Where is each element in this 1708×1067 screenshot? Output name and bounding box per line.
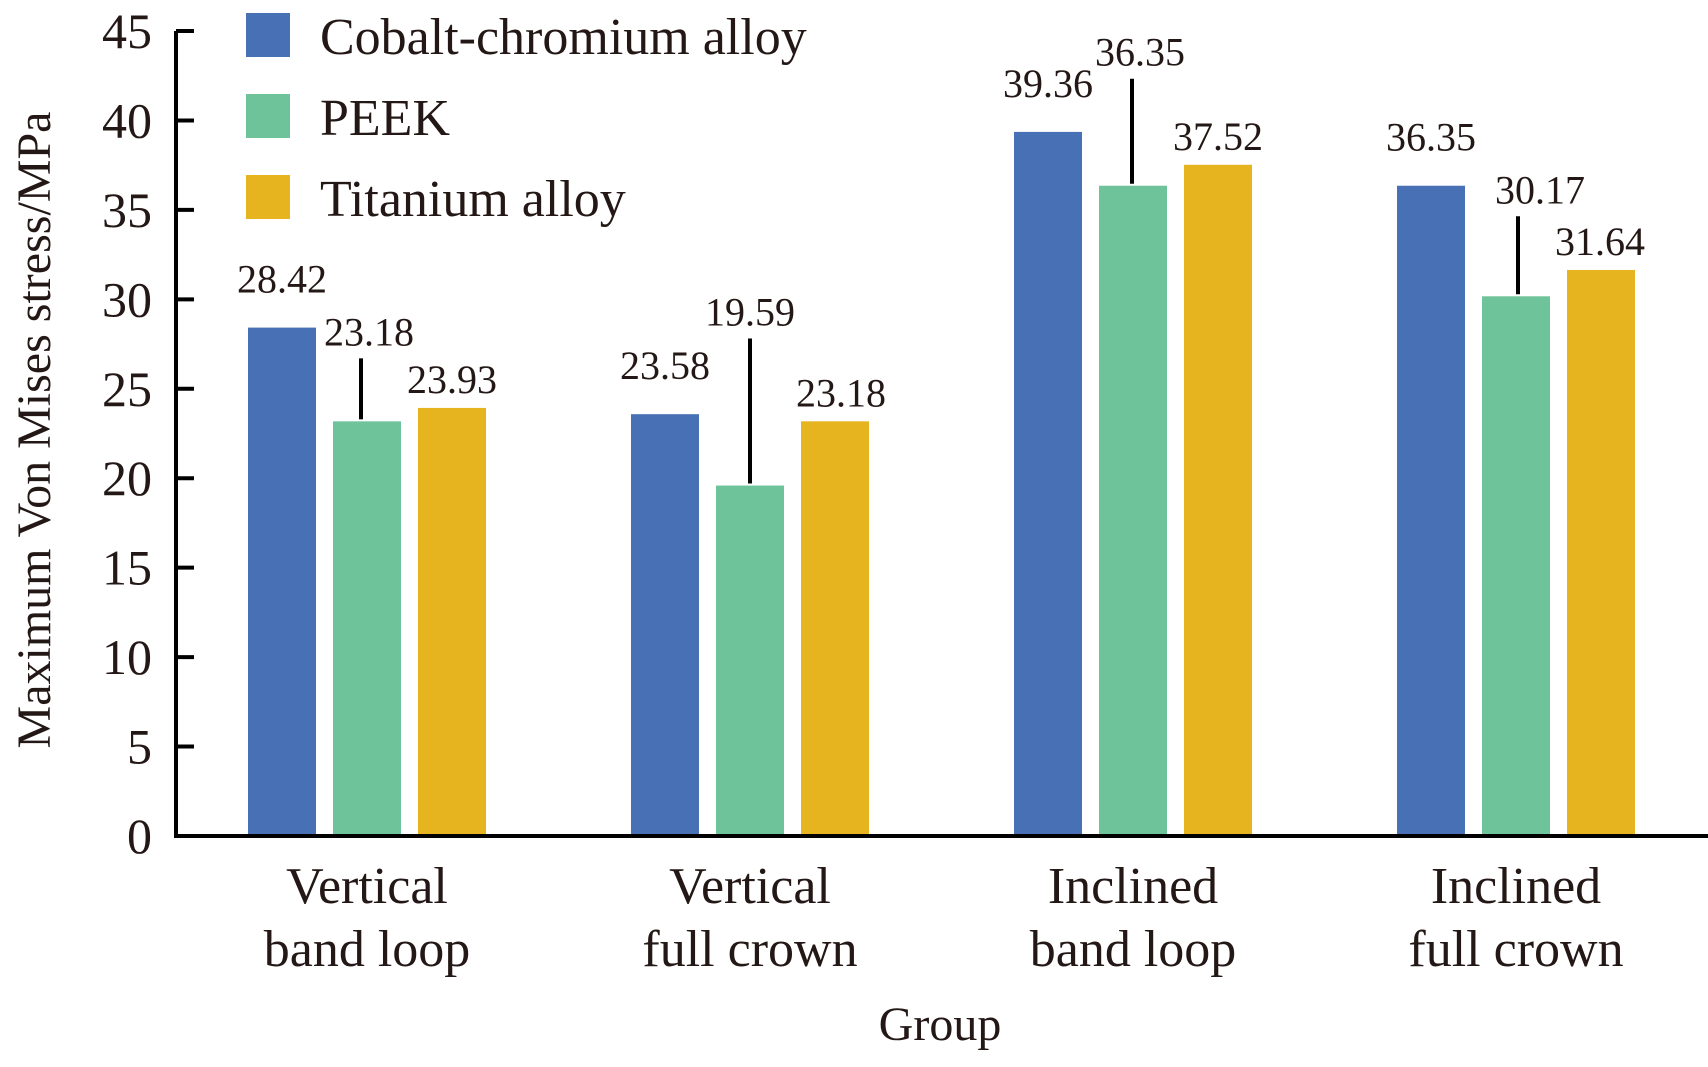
data-label: 31.64 — [1555, 219, 1645, 264]
data-label: 23.18 — [796, 370, 886, 415]
bar-cobalt-chromium-alloy-3 — [1014, 131, 1082, 837]
x-category-label: full crown — [642, 921, 857, 978]
legend-label: PEEK — [320, 90, 450, 147]
legend-swatch — [246, 175, 290, 219]
bar-titanium-alloy-1 — [418, 407, 486, 836]
x-axis-title: Group — [879, 998, 1002, 1051]
data-label: 23.93 — [407, 357, 497, 402]
x-category-label: band loop — [264, 921, 471, 978]
y-tick-label: 45 — [102, 3, 152, 59]
data-label: 39.36 — [1003, 61, 1093, 106]
bar-cobalt-chromium-alloy-2 — [631, 414, 699, 836]
data-label: 30.17 — [1495, 167, 1585, 212]
y-axis-title-group: Maximum Von Mises stress/MPa — [8, 112, 61, 749]
x-category-label: Inclined — [1048, 858, 1218, 915]
legend-swatch — [246, 94, 290, 138]
bar-titanium-alloy-2 — [801, 421, 869, 836]
bar-peek-3 — [1099, 185, 1167, 836]
bar-peek-1 — [333, 421, 401, 836]
bar-peek-2 — [716, 485, 784, 836]
x-category-label: Vertical — [286, 858, 448, 915]
y-tick-label: 40 — [102, 92, 152, 148]
bar-cobalt-chromium-alloy-1 — [248, 327, 316, 836]
y-axis-ticks: 0 5 10 15 20 25 30 35 40 45 — [102, 3, 194, 864]
data-label: 23.18 — [324, 309, 414, 354]
data-label: 23.58 — [620, 343, 710, 388]
x-category-label: full crown — [1408, 921, 1623, 978]
legend: Cobalt-chromium alloy PEEK Titanium alloy — [246, 9, 807, 228]
x-category-label: band loop — [1030, 921, 1237, 978]
x-category-label: Inclined — [1431, 858, 1601, 915]
legend-label: Cobalt-chromium alloy — [320, 9, 807, 66]
bars — [248, 131, 1635, 837]
bar-titanium-alloy-4 — [1567, 269, 1635, 836]
data-label: 36.35 — [1386, 115, 1476, 160]
axes — [174, 31, 1708, 838]
y-tick-label: 25 — [102, 361, 152, 417]
bar-peek-4 — [1482, 296, 1550, 836]
bar-titanium-alloy-3 — [1184, 164, 1252, 836]
y-tick-label: 0 — [127, 808, 152, 864]
y-tick-label: 10 — [102, 629, 152, 685]
bar-cobalt-chromium-alloy-4 — [1397, 185, 1465, 836]
legend-label: Titanium alloy — [320, 171, 626, 228]
leader-lines — [359, 78, 1520, 484]
y-tick-label: 15 — [102, 540, 152, 596]
y-tick-label: 30 — [102, 271, 152, 327]
legend-swatch — [246, 13, 290, 57]
y-tick-label: 35 — [102, 182, 152, 238]
data-label: 36.35 — [1095, 30, 1185, 75]
y-tick-label: 20 — [102, 450, 152, 506]
x-category-label: Vertical — [669, 858, 831, 915]
y-tick-label: 5 — [127, 719, 152, 775]
data-label: 28.42 — [237, 257, 327, 302]
y-axis-title: Maximum Von Mises stress/MPa — [8, 112, 61, 749]
x-axis-category-labels: Vertical band loop Vertical full crown Incli… — [264, 858, 1624, 978]
data-label: 37.52 — [1173, 114, 1263, 159]
data-label: 19.59 — [705, 290, 795, 335]
